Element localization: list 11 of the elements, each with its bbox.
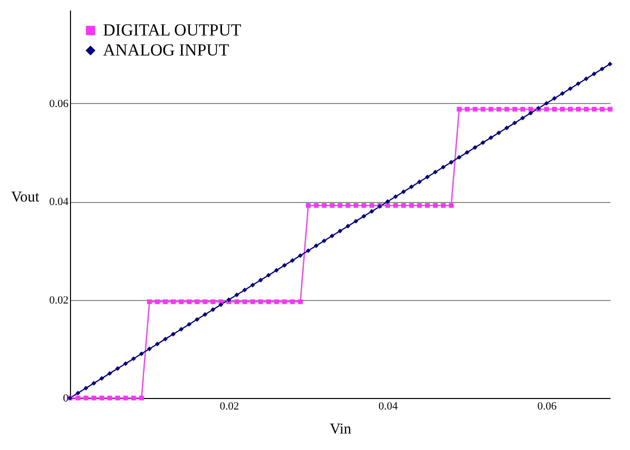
y-axis-title: Vout xyxy=(11,190,40,206)
x-tick-label: 0.02 xyxy=(220,400,239,412)
y-tick-label: 0.02 xyxy=(49,294,68,306)
x-axis-title: Vin xyxy=(330,422,352,438)
y-tick-label: 0 xyxy=(63,392,69,404)
x-tick-label: 0.06 xyxy=(537,400,558,412)
y-tick-label: 0.06 xyxy=(49,98,69,110)
legend-label: DIGITAL OUTPUT xyxy=(103,20,242,40)
x-tick-label: 0.04 xyxy=(378,400,398,412)
y-tick-label: 0.04 xyxy=(49,196,69,208)
legend-label: ANALOG INPUT xyxy=(103,40,230,60)
